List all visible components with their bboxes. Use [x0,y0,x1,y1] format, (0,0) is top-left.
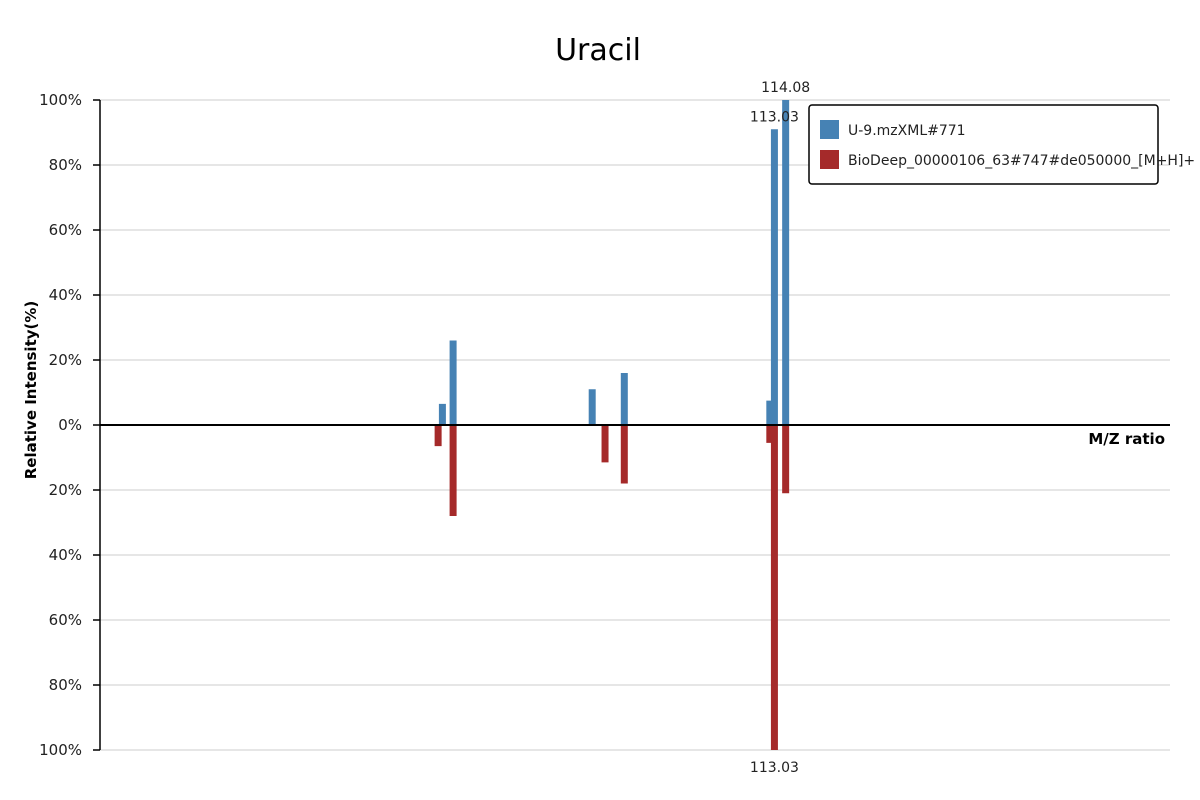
peak-labels: 113.03 114.08 113.03 [750,80,810,776]
peak-bar-series-1 [770,129,778,425]
y-tick-label: 40% [49,546,82,564]
peak-bar-series-1 [782,100,790,425]
y-tick-label: 60% [49,611,82,629]
legend-box [808,104,1159,185]
y-tick-label: 0% [58,416,82,434]
legend-label-series-1: U-9.mzXML#771 [848,123,966,139]
peak-bar-series-2 [620,425,628,484]
peak-label: 114.08 [761,80,810,96]
legend-swatch-series-1 [820,120,839,139]
peak-label: 113.03 [750,109,799,125]
peak-bar-series-1 [438,403,446,425]
peak-bar-series-2 [434,425,442,447]
peak-bar-series-2 [601,425,609,463]
y-tick-label: 60% [49,221,82,239]
peak-bar-series-2 [782,425,790,494]
peak-bar-series-1 [588,389,596,425]
peak-bars [434,100,790,750]
y-tick-label: 100% [39,741,82,759]
legend: U-9.mzXML#771 BioDeep_00000106_63#747#de… [808,104,1195,185]
legend-swatch-series-2 [820,150,839,169]
y-axis-label: Relative Intensity(%) [22,301,40,480]
y-tick-label: 20% [49,481,82,499]
y-tick-label: 80% [49,676,82,694]
legend-label-series-2: BioDeep_00000106_63#747#de050000_[M+H]+ [848,153,1195,169]
x-axis-label: M/Z ratio [1088,430,1165,448]
y-tick-label: 100% [39,91,82,109]
y-tick-label: 80% [49,156,82,174]
peak-label: 113.03 [750,760,799,776]
y-tick-label: 40% [49,286,82,304]
peak-bar-series-2 [449,425,457,516]
chart-title: Uracil [555,33,641,68]
y-axis-ticks: 100% 80% 60% 40% 20% 0% 20% 40% 60% 80% 100% [39,91,100,759]
peak-bar-series-2 [766,425,774,443]
peak-bar-series-1 [449,340,457,425]
grid-lines [100,99,1170,751]
peak-bar-series-2 [770,425,778,750]
peak-bar-series-1 [766,400,774,425]
y-tick-label: 20% [49,351,82,369]
peak-bar-series-1 [620,373,628,425]
